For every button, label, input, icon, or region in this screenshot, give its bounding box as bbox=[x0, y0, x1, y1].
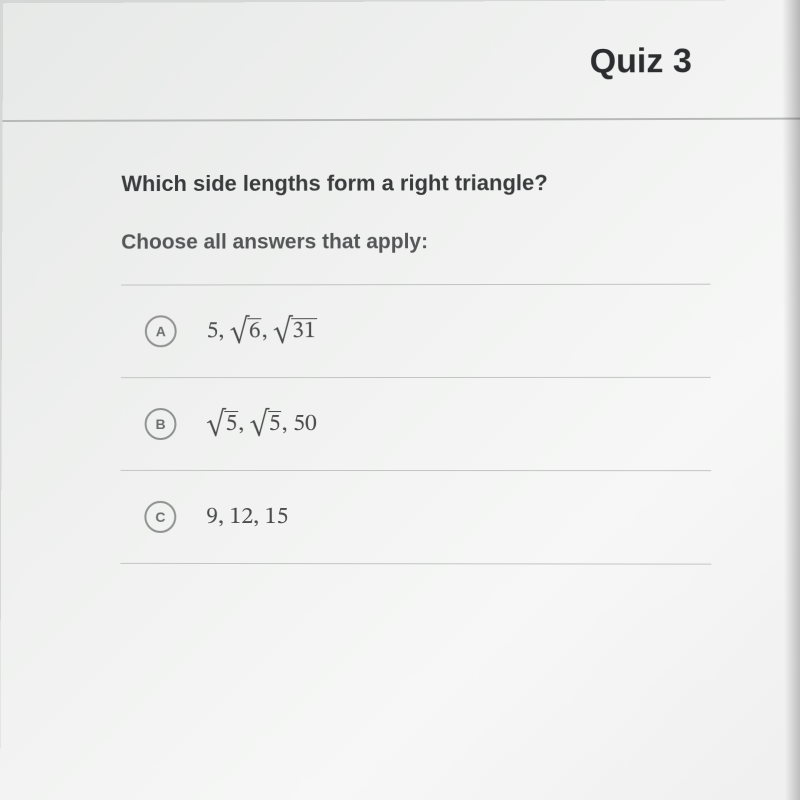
choice-text: 5, √6, √31 bbox=[206, 316, 316, 346]
choice-text: √5, √5, 50 bbox=[206, 409, 316, 439]
choice-letter: A bbox=[156, 323, 166, 339]
choice-badge: A bbox=[145, 315, 177, 347]
choice-letter: C bbox=[155, 509, 165, 525]
question-instruction: Choose all answers that apply: bbox=[121, 230, 710, 255]
quiz-screen: Quiz 3 Which side lengths form a right t… bbox=[0, 0, 800, 800]
choice-a[interactable]: A 5, √6, √31 bbox=[121, 285, 711, 378]
page-title: Quiz 3 bbox=[590, 42, 692, 81]
choice-list: A 5, √6, √31 B √5, √5, 50 C 9, 12, 15 bbox=[120, 284, 711, 565]
choice-badge: B bbox=[145, 408, 177, 440]
choice-c[interactable]: C 9, 12, 15 bbox=[120, 471, 711, 565]
choice-badge: C bbox=[144, 501, 176, 533]
header: Quiz 3 bbox=[3, 0, 800, 122]
question-prompt: Which side lengths form a right triangle… bbox=[121, 170, 710, 197]
choice-b[interactable]: B √5, √5, 50 bbox=[121, 378, 711, 471]
choice-letter: B bbox=[155, 416, 165, 432]
choice-text: 9, 12, 15 bbox=[206, 502, 288, 532]
screen-bezel-shadow bbox=[782, 0, 800, 800]
question-block: Which side lengths form a right triangle… bbox=[1, 120, 800, 565]
